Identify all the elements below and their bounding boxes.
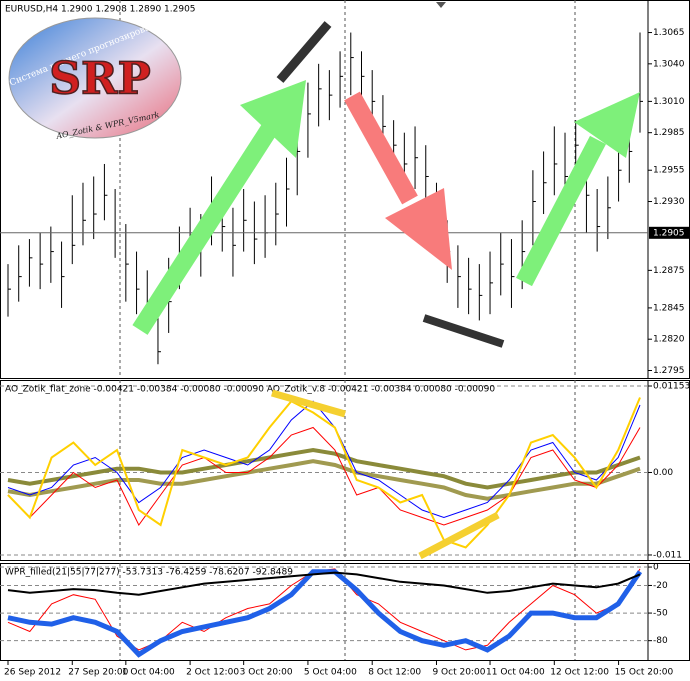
price-box	[649, 226, 690, 239]
pane-title: WPR_filled(21|55|77|277) -53.7313 -76.42…	[5, 568, 293, 578]
y-tick-label: 1.3040	[653, 59, 685, 69]
y-tick-label: 1.2795	[653, 366, 685, 376]
pane-title: EURUSD,H4 1.2900 1.2908 1.2890 1.2905	[5, 5, 196, 15]
series-line	[7, 397, 641, 549]
price-label: 1.2905	[653, 228, 685, 238]
trend-arrow	[344, 91, 418, 205]
logo-ellipse	[8, 17, 182, 139]
trend-arrow	[516, 135, 606, 287]
x-tick-label: 5 Oct 04:00	[304, 668, 357, 678]
y-tick-label: 1.3010	[653, 97, 685, 107]
logo-title: SRP	[49, 54, 150, 105]
y-tick-label: -0.011	[653, 550, 682, 560]
y-tick-label: 1.2985	[653, 128, 685, 138]
series-line	[7, 571, 641, 596]
x-tick-label: 15 Oct 20:00	[615, 668, 674, 678]
marker-line	[418, 511, 500, 560]
y-tick-label: -20	[653, 581, 668, 591]
x-tick-label: 26 Sep 2012	[4, 668, 61, 678]
x-tick-label: 12 Oct 12:00	[550, 668, 609, 678]
marker-line	[422, 314, 505, 348]
marker-line	[276, 21, 332, 83]
y-tick-label: 0.00	[653, 468, 673, 478]
x-tick-label: 11 Oct 04:00	[486, 668, 545, 678]
arrow-head	[385, 188, 452, 270]
x-tick-label: 27 Sep 20:00	[68, 668, 128, 678]
trend-arrow	[132, 120, 280, 335]
y-tick-label: 1.3065	[653, 28, 685, 38]
series-line	[7, 400, 641, 519]
y-tick-label: 1.2930	[653, 197, 685, 207]
y-tick-label: 1.2955	[653, 166, 685, 176]
arrow-head	[574, 92, 640, 158]
y-tick-label: 1.2845	[653, 303, 685, 313]
series-line	[7, 569, 643, 658]
y-tick-label: 1.2875	[653, 266, 685, 276]
marker-line	[271, 389, 346, 418]
x-tick-label: 3 Oct 20:00	[240, 668, 293, 678]
x-tick-label: 2 Oct 12:00	[186, 668, 239, 678]
arrow-head	[240, 80, 306, 158]
y-tick-label: 0.01153	[653, 382, 690, 392]
series-line	[7, 459, 641, 501]
series-line	[7, 447, 641, 490]
y-tick-label: -50	[653, 609, 668, 619]
pane-title: AO_Zotik_flat_zone -0.00421 -0.00384 -0.…	[5, 385, 495, 395]
x-tick-label: 9 Oct 20:00	[432, 668, 485, 678]
series-line	[7, 426, 641, 526]
x-tick-label: 8 Oct 12:00	[368, 668, 421, 678]
x-tick-label: 1 Oct 04:00	[122, 668, 175, 678]
y-tick-label: 0	[653, 563, 659, 573]
shift-marker	[436, 2, 446, 8]
y-tick-label: -80	[653, 636, 668, 646]
y-tick-label: 1.2820	[653, 335, 685, 345]
